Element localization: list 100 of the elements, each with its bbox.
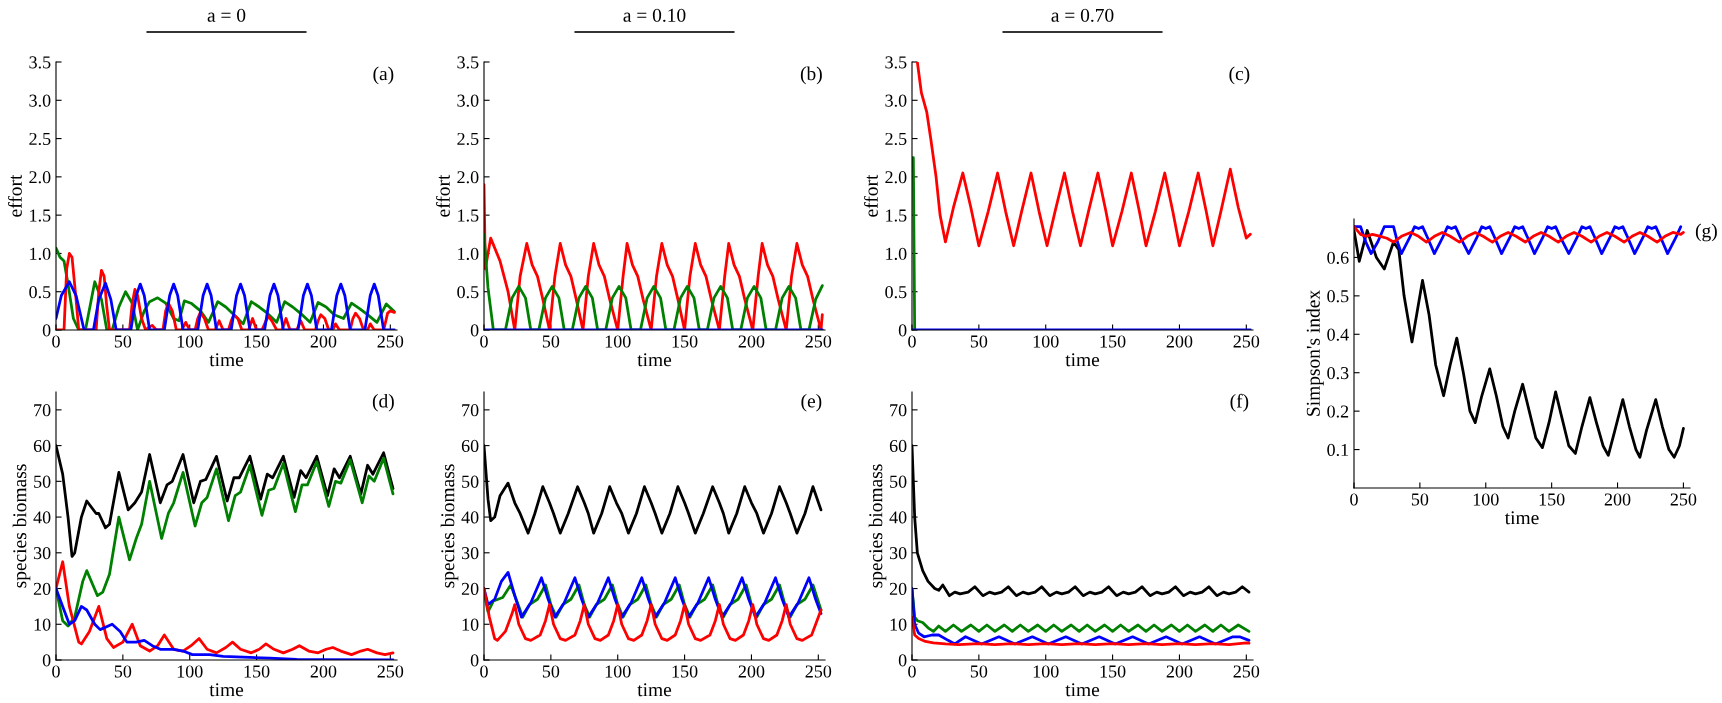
x-tick-label: 250 <box>1670 493 1697 506</box>
y-tick-label: 10 <box>890 618 907 631</box>
y-tick-label: 0 <box>898 324 907 337</box>
x-tick-label: 50 <box>970 665 988 678</box>
y-tick-label: 50 <box>890 475 907 488</box>
x-tick-label: 150 <box>244 665 270 678</box>
y-tick-label: 0 <box>898 654 907 667</box>
y-tick-label: 0.5 <box>29 285 51 299</box>
y-tick-label: 2.5 <box>885 132 907 146</box>
chart-title: a = 0.70 <box>1051 8 1114 22</box>
x-axis-title: time <box>209 683 244 697</box>
y-tick-label: 2.5 <box>29 132 51 146</box>
y-tick-label: 70 <box>34 404 51 417</box>
x-tick-label: 100 <box>1473 493 1499 506</box>
x-tick-label: 100 <box>1033 335 1059 348</box>
x-tick-label: 0 <box>52 335 60 348</box>
x-tick-label: 100 <box>1033 665 1059 678</box>
y-tick-label: 3.5 <box>885 56 907 69</box>
y-tick-label: 30 <box>889 547 907 560</box>
x-axis-title: time <box>209 353 244 367</box>
y-tick-label: 50 <box>34 475 51 488</box>
x-tick-label: 150 <box>672 665 698 678</box>
annotation: (c) <box>1229 66 1250 85</box>
x-tick-label: 0 <box>908 335 916 348</box>
x-tick-label: 100 <box>605 665 631 678</box>
y-tick-label: 0.4 <box>1327 328 1349 341</box>
y-tick-label: 3.0 <box>457 94 479 107</box>
x-tick-label: 200 <box>1604 493 1631 506</box>
y-tick-label: 3.5 <box>457 56 479 69</box>
x-tick-label: 250 <box>377 665 404 678</box>
y-axis-title: effort <box>7 174 22 217</box>
y-axis-title: species biomass <box>868 464 887 588</box>
y-tick-label: 0.5 <box>1327 290 1349 303</box>
y-tick-label: 2.5 <box>457 132 479 146</box>
annotation: (a) <box>373 66 394 85</box>
y-tick-label: 0.1 <box>1327 443 1349 457</box>
y-axis-title: Simpson's index <box>1306 290 1324 416</box>
y-tick-label: 0.6 <box>1327 251 1349 264</box>
x-tick-label: 250 <box>805 335 832 348</box>
x-tick-label: 100 <box>605 335 631 348</box>
y-tick-label: 1.5 <box>458 209 479 222</box>
y-axis-title: species biomass <box>440 464 459 588</box>
x-tick-label: 200 <box>1166 335 1193 348</box>
x-tick-label: 250 <box>805 665 832 678</box>
y-axis-title: species biomass <box>12 464 31 588</box>
x-tick-label: 250 <box>1233 335 1260 348</box>
x-tick-label: 250 <box>1233 665 1260 678</box>
annotation: (b) <box>800 66 822 85</box>
x-tick-label: 50 <box>542 335 560 348</box>
y-tick-label: 0 <box>470 324 479 337</box>
y-tick-label: 3.0 <box>885 94 907 107</box>
x-tick-label: 150 <box>1100 335 1126 348</box>
x-tick-label: 50 <box>970 335 988 348</box>
x-tick-label: 100 <box>177 665 203 678</box>
x-tick-label: 0 <box>1350 493 1358 506</box>
y-tick-label: 30 <box>461 547 479 560</box>
y-tick-label: 2.0 <box>457 171 479 184</box>
x-axis-title: time <box>1065 353 1100 367</box>
y-axis-title: effort <box>863 174 878 217</box>
y-tick-label: 1.5 <box>30 209 51 222</box>
y-tick-label: 60 <box>33 439 51 453</box>
y-tick-label: 1.0 <box>458 247 479 260</box>
y-tick-label: 0.3 <box>1327 366 1349 380</box>
y-tick-label: 40 <box>33 511 51 524</box>
x-tick-label: 200 <box>310 665 337 678</box>
y-tick-label: 0.5 <box>457 285 479 299</box>
x-tick-label: 50 <box>1411 493 1429 506</box>
y-tick-label: 1.0 <box>886 247 907 260</box>
x-axis-title: time <box>1065 683 1100 697</box>
x-tick-label: 200 <box>1166 665 1193 678</box>
y-tick-label: 70 <box>890 404 907 417</box>
y-tick-label: 3.5 <box>29 56 51 69</box>
y-tick-label: 30 <box>33 547 51 560</box>
x-tick-label: 200 <box>738 665 765 678</box>
x-axis-title: time <box>1504 511 1539 525</box>
annotation: (f) <box>1230 393 1249 412</box>
y-tick-label: 0 <box>42 324 51 337</box>
y-tick-label: 10 <box>462 618 479 631</box>
y-tick-label: 60 <box>461 439 479 453</box>
x-tick-label: 150 <box>244 335 270 348</box>
x-tick-label: 150 <box>672 335 698 348</box>
x-tick-label: 250 <box>377 335 404 348</box>
x-tick-label: 0 <box>480 665 488 678</box>
chart-title: a = 0 <box>207 8 246 22</box>
x-axis-title: time <box>637 683 672 697</box>
x-tick-label: 150 <box>1100 665 1126 678</box>
y-tick-label: 2.0 <box>885 171 907 184</box>
y-tick-label: 20 <box>461 582 479 595</box>
x-tick-label: 200 <box>310 335 337 348</box>
x-tick-label: 150 <box>1539 493 1565 506</box>
y-tick-label: 2.0 <box>29 171 51 184</box>
x-tick-label: 50 <box>542 665 560 678</box>
y-tick-label: 20 <box>33 582 51 595</box>
x-tick-label: 0 <box>52 665 60 678</box>
y-tick-label: 70 <box>462 404 479 417</box>
y-tick-label: 40 <box>889 511 907 524</box>
y-tick-label: 60 <box>889 439 907 453</box>
x-tick-label: 50 <box>114 665 132 678</box>
x-tick-label: 200 <box>738 335 765 348</box>
y-tick-label: 40 <box>461 511 479 524</box>
